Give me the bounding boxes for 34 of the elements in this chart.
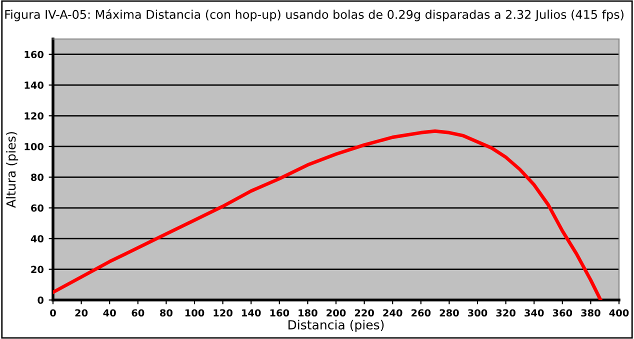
x-tick-label: 360 [552, 309, 572, 317]
x-tick-label: 100 [185, 309, 204, 317]
x-tick-label: 340 [524, 309, 544, 317]
x-tick-label: 220 [354, 309, 374, 317]
x-tick-label: 0 [50, 309, 56, 317]
x-tick-label: 140 [242, 309, 261, 317]
x-tick-label: 380 [581, 309, 600, 317]
y-axis-title: Altura (pies) [6, 132, 18, 208]
x-tick-label: 320 [496, 309, 516, 317]
y-tick-label: 120 [24, 112, 44, 120]
y-tick-label: 80 [31, 174, 44, 182]
line-series [53, 129, 602, 300]
x-tick-label: 200 [326, 309, 346, 317]
x-tick-label: 40 [103, 309, 116, 317]
x-tick-label: 240 [383, 309, 402, 317]
x-tick-label: 280 [440, 309, 459, 317]
y-tick-label: 0 [38, 296, 44, 304]
y-tick-label: 60 [31, 204, 44, 212]
chart-title: Figura IV-A-05: Máxima Distancia (con hop-up) usando bolas de 0.29g disparadas a 2.32 Julios (415 fps) [5, 9, 624, 22]
y-tick-label: 20 [31, 266, 44, 274]
y-tick-label: 160 [24, 50, 44, 58]
x-tick-label: 300 [468, 309, 488, 317]
x-tick-label: 80 [160, 309, 172, 317]
y-tick-label: 40 [30, 235, 44, 242]
x-tick-label: 260 [412, 309, 431, 317]
x-tick-label: 20 [75, 309, 88, 317]
y-tick-label: 140 [24, 82, 44, 89]
x-tick-label: 60 [132, 309, 144, 317]
x-tick-label: 400 [609, 309, 629, 317]
x-tick-label: 160 [270, 309, 290, 317]
x-tick-label: 120 [214, 309, 232, 317]
y-tick-label: 100 [24, 142, 44, 150]
x-tick-label: 180 [298, 309, 318, 317]
x-axis-title: Distancia (pies) [288, 320, 384, 332]
